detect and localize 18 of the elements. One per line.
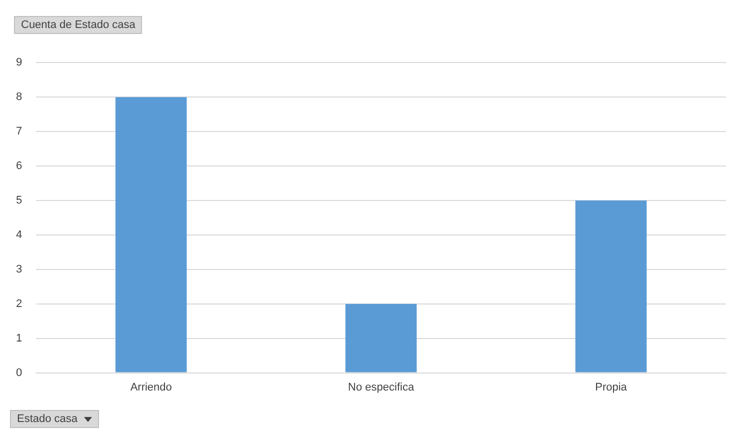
x-tick-label: Arriendo [130,381,172,394]
y-axis-title: Cuenta de Estado casa [14,16,142,34]
y-tick-label: 7 [16,126,22,138]
y-tick-label: 2 [16,298,22,310]
bar [345,304,417,372]
y-tick-label: 1 [16,332,22,344]
bar [115,97,187,372]
x-tick-label: No especifica [348,381,415,394]
x-tick-label: Propia [595,381,628,394]
x-axis-title: Estado casa [17,413,78,425]
y-tick-label: 5 [16,194,22,206]
y-tick-label: 6 [16,160,22,172]
y-tick-label: 0 [16,366,22,379]
y-tick-label: 9 [16,56,22,69]
y-tick-label: 4 [16,228,22,241]
bar [575,200,647,372]
y-tick-label: 3 [16,263,22,276]
y-tick-label: 8 [16,91,22,104]
